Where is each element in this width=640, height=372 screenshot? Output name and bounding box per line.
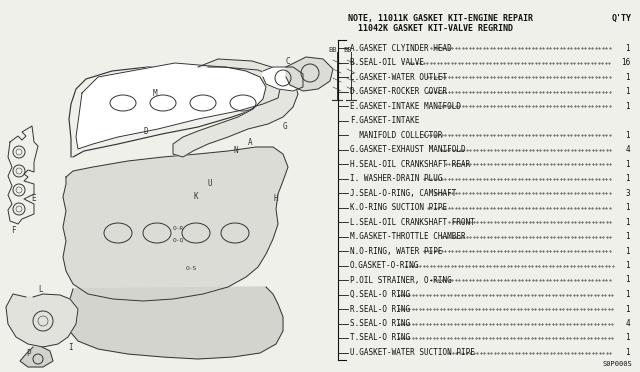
Text: O.GASKET-O-RING: O.GASKET-O-RING [350,261,419,270]
Text: L.SEAL-OIL CRANKSHAFT FRONT: L.SEAL-OIL CRANKSHAFT FRONT [350,218,475,227]
Text: R.SEAL-O RING: R.SEAL-O RING [350,305,410,314]
Text: 1: 1 [625,73,630,81]
Text: L: L [38,285,43,294]
Text: J.SEAL-O-RING, CAMSHAFT: J.SEAL-O-RING, CAMSHAFT [350,189,456,198]
Polygon shape [173,59,298,157]
Text: O-Q: O-Q [173,237,184,243]
Polygon shape [76,63,282,149]
Text: F: F [11,225,15,234]
Text: U: U [208,179,212,187]
Text: 1: 1 [625,334,630,343]
Text: N: N [233,145,237,154]
Text: I. WASHER-DRAIN PLUG: I. WASHER-DRAIN PLUG [350,174,442,183]
Polygon shape [66,287,283,359]
Text: T.SEAL-O RING: T.SEAL-O RING [350,334,410,343]
Text: M.GASKET-THROTTLE CHAMBER: M.GASKET-THROTTLE CHAMBER [350,232,466,241]
Text: 1: 1 [625,290,630,299]
Text: E: E [31,193,36,202]
Text: O-S: O-S [186,266,197,270]
Text: 1: 1 [625,203,630,212]
Text: 1: 1 [625,131,630,140]
Text: D: D [143,126,148,135]
Polygon shape [286,57,333,91]
Text: F.GASKET-INTAKE: F.GASKET-INTAKE [350,116,419,125]
Text: 16: 16 [621,58,630,67]
Text: A: A [248,138,253,147]
Text: I: I [68,343,72,352]
Text: MANIFOLD COLLECTOR: MANIFOLD COLLECTOR [350,131,442,140]
Text: 1: 1 [625,276,630,285]
Text: 11042K GASKET KIT-VALVE REGRIND: 11042K GASKET KIT-VALVE REGRIND [358,23,513,32]
Text: 3: 3 [625,189,630,198]
Text: BB: BB [328,47,337,53]
Text: 1: 1 [625,87,630,96]
Text: 1: 1 [625,174,630,183]
Text: 1: 1 [625,348,630,357]
Text: D.GASKET-ROCKER COVER: D.GASKET-ROCKER COVER [350,87,447,96]
Text: N.O-RING, WATER PIPE: N.O-RING, WATER PIPE [350,247,442,256]
Polygon shape [6,294,78,347]
Text: BB: BB [343,47,351,53]
Text: B.SEAL-OIL VALVE: B.SEAL-OIL VALVE [350,58,424,67]
Text: P: P [26,350,31,359]
Text: K.O-RING SUCTION PIPE: K.O-RING SUCTION PIPE [350,203,447,212]
Text: H.SEAL-OIL CRANKSHAFT REAR: H.SEAL-OIL CRANKSHAFT REAR [350,160,470,169]
Text: G: G [283,122,287,131]
Text: 1: 1 [625,218,630,227]
Text: E.GASKET-INTAKE MANIFOLD: E.GASKET-INTAKE MANIFOLD [350,102,461,110]
Text: 1: 1 [625,261,630,270]
Text: G.GASKET-EXHAUST MANIFOLD: G.GASKET-EXHAUST MANIFOLD [350,145,466,154]
Text: 4: 4 [625,145,630,154]
Text: U.GASKET-WATER SUCTION PIPE: U.GASKET-WATER SUCTION PIPE [350,348,475,357]
Text: M: M [153,89,157,97]
Text: 1: 1 [625,160,630,169]
Polygon shape [20,347,53,367]
Text: S.SEAL-O RING: S.SEAL-O RING [350,319,410,328]
Polygon shape [263,67,303,91]
Text: O-R: O-R [173,225,184,231]
Text: 4: 4 [625,319,630,328]
Text: S0P000S: S0P000S [602,361,632,367]
Text: C: C [286,57,291,65]
Text: H: H [273,193,278,202]
Text: 1: 1 [625,44,630,52]
Text: Q.SEAL-O RING: Q.SEAL-O RING [350,290,410,299]
Text: 1: 1 [625,102,630,110]
Text: 1: 1 [625,232,630,241]
Text: Q'TY: Q'TY [612,13,632,22]
Text: 1: 1 [625,305,630,314]
Text: 1: 1 [625,247,630,256]
Polygon shape [63,147,288,301]
Text: K: K [193,192,198,201]
Text: A.GASKET CLYINDER HEAD: A.GASKET CLYINDER HEAD [350,44,452,52]
Text: NOTE, 11011K GASKET KIT-ENGINE REPAIR: NOTE, 11011K GASKET KIT-ENGINE REPAIR [348,13,533,22]
Text: C.GASKET-WATER OUTLET: C.GASKET-WATER OUTLET [350,73,447,81]
Text: P.OIL STRAINER, O-RING: P.OIL STRAINER, O-RING [350,276,452,285]
